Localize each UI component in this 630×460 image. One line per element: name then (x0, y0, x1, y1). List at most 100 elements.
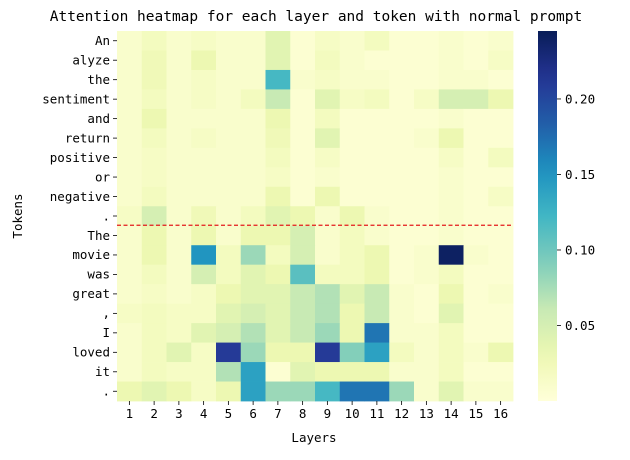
heatmap-cell (488, 323, 514, 343)
heatmap-cell (216, 323, 242, 343)
heatmap-cell (414, 225, 440, 246)
heatmap-cell (488, 147, 514, 168)
heatmap-cell (191, 108, 217, 129)
heatmap-cell (191, 50, 217, 71)
heatmap-cell (463, 186, 489, 207)
heatmap-cell (414, 284, 440, 305)
heatmap-cell (463, 245, 489, 266)
heatmap-cell (364, 31, 390, 51)
heatmap-cell (265, 323, 291, 343)
heatmap-cell (389, 108, 415, 129)
heatmap-cell (488, 69, 514, 90)
heatmap-cell (166, 303, 192, 324)
heatmap-cell (290, 264, 316, 285)
heatmap-cell (339, 128, 365, 149)
heatmap-cell (414, 264, 440, 285)
x-tick-label: 10 (345, 406, 360, 421)
heatmap-cell (463, 128, 489, 149)
heatmap-cell (265, 89, 291, 110)
y-axis-label: Tokens (10, 193, 25, 238)
heatmap-cell (488, 50, 514, 71)
heatmap-cell (438, 323, 464, 343)
heatmap-cell (141, 167, 167, 188)
heatmap-cell (290, 50, 316, 71)
heatmap-cell (389, 323, 415, 343)
heatmap-cell (438, 342, 464, 363)
heatmap-cell (488, 225, 514, 246)
heatmap-cell (216, 342, 242, 363)
y-tick-label: An (95, 33, 110, 48)
heatmap-cell (216, 225, 242, 246)
heatmap-cell (240, 128, 266, 149)
heatmap-cell (389, 206, 415, 227)
heatmap-cell (463, 342, 489, 363)
heatmap-cell (463, 89, 489, 110)
heatmap-cell (364, 167, 390, 188)
heatmap-cell (438, 225, 464, 246)
heatmap-cell (339, 225, 365, 246)
heatmap-cell (438, 284, 464, 305)
heatmap-cell (141, 31, 167, 51)
heatmap-cell (463, 264, 489, 285)
heatmap-cell (265, 264, 291, 285)
heatmap-cell (240, 264, 266, 285)
heatmap-cell (389, 31, 415, 51)
heatmap-cell (463, 323, 489, 343)
heatmap-cell (290, 362, 316, 382)
heatmap-cell (389, 362, 415, 382)
heatmap-cell (265, 167, 291, 188)
heatmap-cell (488, 31, 514, 51)
heatmap-cell (191, 147, 217, 168)
heatmap-cell (240, 50, 266, 71)
heatmap-cell (463, 381, 489, 402)
x-tick-label: 8 (299, 406, 307, 421)
heatmap-cell (463, 225, 489, 246)
heatmap-cell (438, 31, 464, 51)
heatmap-cell (488, 284, 514, 305)
heatmap-cell (117, 342, 143, 363)
heatmap-cell (438, 186, 464, 207)
heatmap-cell (290, 284, 316, 305)
x-tick-label: 3 (175, 406, 183, 421)
heatmap-cell (166, 108, 192, 129)
heatmap-cell (240, 206, 266, 227)
heatmap-cell (315, 245, 341, 266)
heatmap-cell (315, 147, 341, 168)
heatmap-cell (315, 264, 341, 285)
heatmap-cell (191, 303, 217, 324)
heatmap-cell (141, 303, 167, 324)
heatmap-cell (339, 147, 365, 168)
x-axis-label: Layers (291, 430, 336, 445)
heatmap-cell (191, 284, 217, 305)
heatmap-cell (216, 89, 242, 110)
heatmap-cell (166, 31, 192, 51)
heatmap-cell (315, 303, 341, 324)
heatmap-cell (265, 147, 291, 168)
heatmap-cell (117, 69, 143, 90)
heatmap-cell (414, 108, 440, 129)
y-tick-label: . (102, 384, 110, 399)
heatmap-cell (265, 31, 291, 51)
heatmap-cell (290, 381, 316, 402)
heatmap-cell (117, 362, 143, 382)
heatmap-cell (191, 167, 217, 188)
heatmap-cell (216, 206, 242, 227)
y-tick-labels: An alyze the sentiment and return positive or ne… (42, 33, 117, 399)
heatmap-cell (339, 69, 365, 90)
heatmap-cell (438, 264, 464, 285)
heatmap-cell (414, 167, 440, 188)
heatmap-cell (315, 206, 341, 227)
heatmap-cell (315, 128, 341, 149)
heatmap-cell (191, 225, 217, 246)
heatmap-cell (414, 303, 440, 324)
heatmap-cell (117, 128, 143, 149)
heatmap-cell (364, 381, 390, 402)
heatmap-cell (389, 264, 415, 285)
heatmap-cell (438, 147, 464, 168)
heatmap-cell (240, 69, 266, 90)
heatmap-cell (117, 50, 143, 71)
heatmap-cell (166, 128, 192, 149)
heatmap-cell (463, 206, 489, 227)
y-tick-label: movie (72, 247, 110, 262)
